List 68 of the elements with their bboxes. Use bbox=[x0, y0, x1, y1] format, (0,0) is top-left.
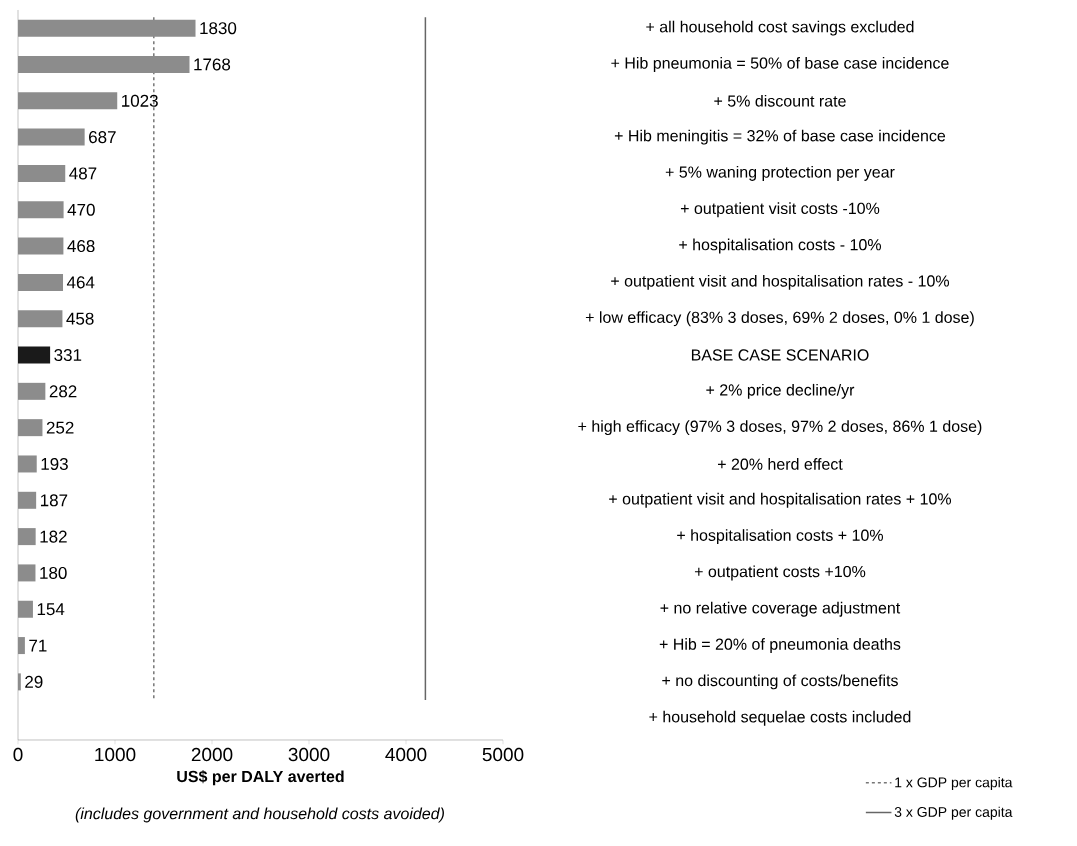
data-label: 1023 bbox=[122, 94, 158, 107]
bar bbox=[18, 419, 43, 437]
data-label: 458 bbox=[66, 312, 94, 325]
data-label: 193 bbox=[41, 457, 68, 470]
y-tick-label: + no relative coverage adjustment bbox=[660, 601, 901, 617]
bar bbox=[18, 491, 37, 509]
data-label: 1768 bbox=[194, 58, 231, 71]
y-tick-label: + outpatient costs +10% bbox=[694, 565, 866, 581]
y-tick-label: + 2% price decline/yr bbox=[706, 383, 855, 399]
bar bbox=[18, 673, 21, 691]
data-label: 464 bbox=[66, 276, 95, 289]
bar bbox=[18, 201, 64, 219]
y-tick-label: + hospitalisation costs - 10% bbox=[679, 238, 881, 254]
data-label: 180 bbox=[40, 566, 67, 579]
data-label: 1830 bbox=[200, 22, 237, 35]
bar bbox=[18, 55, 190, 73]
data-label: 154 bbox=[37, 603, 65, 616]
x-tick-label: 5000 bbox=[482, 747, 524, 762]
bar bbox=[18, 528, 36, 546]
y-tick-label: + outpatient visit and hospitalisation rates + 10% bbox=[609, 492, 952, 508]
y-tick-label: + 5% discount rate bbox=[714, 94, 846, 107]
bar bbox=[18, 237, 64, 255]
bar bbox=[18, 455, 37, 473]
data-label: 487 bbox=[69, 167, 97, 180]
bar bbox=[18, 164, 66, 182]
y-tick-label: + household sequelae costs included bbox=[649, 710, 911, 726]
legend-label: 3 x GDP per capita bbox=[894, 806, 1013, 820]
y-tick-label: + 5% waning protection per year bbox=[665, 165, 895, 181]
bar bbox=[18, 346, 51, 364]
x-axis-title: US$ per DALY averted bbox=[177, 770, 344, 786]
bar bbox=[18, 92, 118, 110]
data-label: 182 bbox=[40, 530, 67, 543]
y-tick-label: + hospitalisation costs + 10% bbox=[677, 529, 884, 545]
y-tick-label: + outpatient visit costs -10% bbox=[680, 202, 880, 218]
x-tick-label: 4000 bbox=[385, 747, 427, 762]
y-tick-label: + Hib pneumonia = 50% of base case incidence bbox=[611, 57, 949, 72]
bar bbox=[18, 600, 33, 618]
data-label: 187 bbox=[40, 494, 68, 507]
bar bbox=[18, 637, 25, 655]
bar bbox=[18, 382, 46, 400]
data-label: 470 bbox=[67, 203, 95, 216]
bar bbox=[18, 564, 36, 582]
x-tick-label: 1000 bbox=[95, 747, 136, 762]
bar bbox=[18, 310, 63, 328]
x-tick-label: 0 bbox=[13, 747, 23, 762]
text: (includes government and household costs avoided) bbox=[75, 807, 444, 823]
y-tick-label: + high efficacy (97% 3 doses, 97% 2 doses, 86% 1 dose) bbox=[578, 420, 982, 436]
y-tick-label: + outpatient visit and hospitalisation rates - 10% bbox=[611, 274, 950, 290]
bar bbox=[18, 273, 64, 291]
bar bbox=[18, 19, 196, 37]
y-tick-label: + low efficacy (83% 3 doses, 69% 2 doses, 0% 1 dose) bbox=[585, 311, 974, 327]
data-label: 252 bbox=[46, 421, 74, 434]
data-label: 29 bbox=[25, 675, 43, 688]
y-tick-label: BASE CASE SCENARIO bbox=[691, 349, 869, 361]
data-label: 331 bbox=[54, 348, 82, 362]
data-label: 468 bbox=[67, 240, 95, 253]
x-tick-label: 3000 bbox=[288, 747, 330, 762]
data-label: 71 bbox=[29, 639, 47, 652]
y-tick-label: + no discounting of costs/benefits bbox=[662, 674, 898, 690]
bar bbox=[18, 128, 85, 146]
y-tick-label: + all household cost savings excluded bbox=[646, 20, 914, 36]
x-tick-label: 2000 bbox=[191, 747, 233, 762]
y-tick-label: + Hib = 20% of pneumonia deaths bbox=[659, 638, 901, 654]
data-label: 282 bbox=[49, 385, 77, 398]
y-tick-label: + Hib meningitis = 32% of base case incidence bbox=[614, 129, 946, 145]
y-tick-label: + 20% herd effect bbox=[718, 458, 843, 470]
legend-label: 1 x GDP per capita bbox=[895, 777, 1013, 791]
data-label: 687 bbox=[89, 131, 116, 144]
